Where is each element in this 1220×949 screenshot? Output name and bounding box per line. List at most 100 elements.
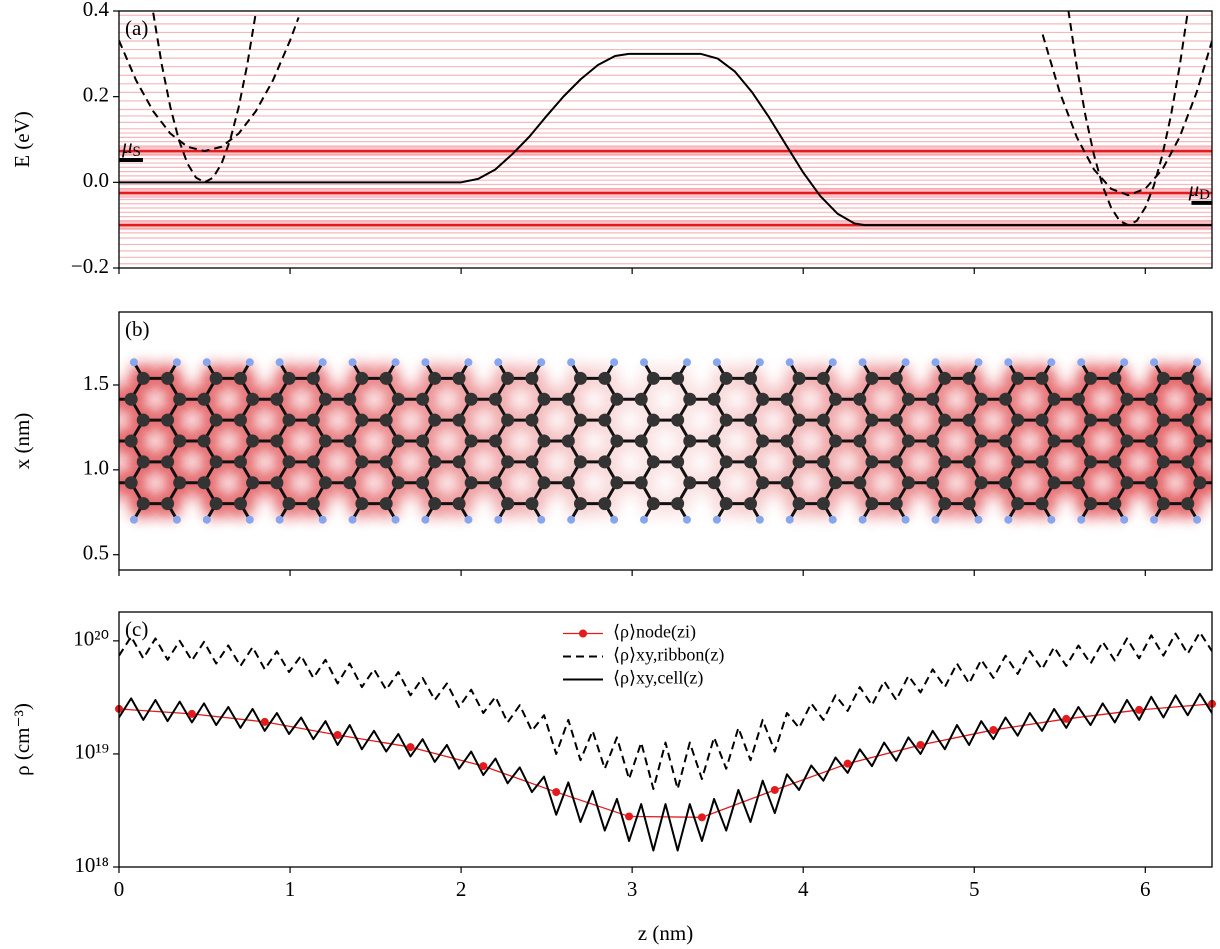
carbon-atom <box>136 413 150 427</box>
carbon-atom <box>537 434 551 448</box>
carbon-atom <box>719 455 733 469</box>
carbon-atom <box>671 413 685 427</box>
carbon-atom <box>318 392 332 406</box>
carbon-atom <box>306 497 320 511</box>
hydrogen-atom <box>57 516 65 524</box>
hydrogen-atom <box>318 515 327 524</box>
carbon-atom <box>464 392 478 406</box>
carbon-atom <box>233 413 247 427</box>
carbon-atom <box>1071 476 1085 490</box>
legend-label: ⟨ρ⟩xy,cell(z) <box>613 668 703 689</box>
carbon-atom <box>1071 392 1085 406</box>
hydrogen-atom <box>858 515 867 524</box>
carbon-atom <box>573 455 587 469</box>
hydrogen-atom <box>1150 515 1159 524</box>
carbon-atom <box>1120 392 1134 406</box>
carbon-atom <box>379 455 393 469</box>
y-tick-label: 10¹⁸ <box>74 853 109 877</box>
carbon-atom <box>379 413 393 427</box>
bond <box>58 462 70 483</box>
bond <box>61 362 70 378</box>
carbon-atom <box>124 434 138 448</box>
carbon-atom <box>962 455 976 469</box>
plot-area <box>119 11 1212 265</box>
carbon-atom <box>64 414 77 427</box>
carbon-atom <box>197 434 211 448</box>
carbon-atom <box>282 455 296 469</box>
bond <box>95 483 107 504</box>
carbon-atom <box>646 497 660 511</box>
carbon-atom <box>355 455 369 469</box>
carbon-atom <box>792 455 806 469</box>
carbon-atom <box>573 371 587 385</box>
carbon-atom <box>64 372 77 385</box>
carbon-atom <box>501 413 515 427</box>
carbon-atom <box>282 413 296 427</box>
plot-area <box>57 358 1212 524</box>
hydrogen-atom <box>464 515 473 524</box>
carbon-atom <box>1193 476 1207 490</box>
carbon-atom <box>173 476 187 490</box>
hydrogen-atom <box>1047 358 1056 367</box>
carbon-atom <box>598 455 612 469</box>
node-marker <box>625 812 634 821</box>
hydrogen-atom <box>901 358 910 367</box>
carbon-atom <box>233 455 247 469</box>
carbon-atom <box>416 392 430 406</box>
bond <box>95 420 107 441</box>
carbon-atom <box>318 434 332 448</box>
carbon-atom <box>792 371 806 385</box>
carbon-atom <box>573 413 587 427</box>
carbon-atom <box>64 497 77 510</box>
hydrogen-atom <box>172 515 181 524</box>
carbon-atom <box>853 476 867 490</box>
carbon-atom <box>889 455 903 469</box>
carbon-atom <box>962 497 976 511</box>
potential-label: μD <box>1188 177 1211 204</box>
x-tick-label: 2 <box>456 877 467 901</box>
potential-label: μS <box>121 134 141 161</box>
y-axis-label: E (eV) <box>10 111 34 168</box>
carbon-atom <box>1035 413 1049 427</box>
axes-frame <box>118 10 1213 269</box>
hydrogen-atom <box>421 358 430 367</box>
y-tick-label: 10²⁰ <box>73 627 109 651</box>
carbon-atom <box>962 413 976 427</box>
carbon-atom <box>161 371 175 385</box>
potential-symbol: μ <box>121 134 133 158</box>
carbon-atom <box>270 476 284 490</box>
carbon-atom <box>1084 455 1098 469</box>
carbon-atom <box>501 497 515 511</box>
x-tick-label: 0 <box>114 877 125 901</box>
carbon-atom <box>683 434 697 448</box>
hydrogen-atom <box>129 515 138 524</box>
carbon-atom <box>683 392 697 406</box>
hydrogen-atom <box>1077 358 1086 367</box>
hydrogen-atom <box>785 358 794 367</box>
series-line <box>1041 34 1212 197</box>
carbon-atom <box>707 434 721 448</box>
bond <box>95 399 107 420</box>
carbon-atom <box>853 392 867 406</box>
carbon-atom <box>464 434 478 448</box>
carbon-atom <box>136 371 150 385</box>
x-tick-label: 4 <box>798 877 809 901</box>
carbon-atom <box>488 434 502 448</box>
carbon-atom <box>1156 413 1170 427</box>
hydrogen-atom <box>1120 358 1129 367</box>
y-tick-label: 1.0 <box>83 456 109 480</box>
carbon-atom <box>1084 413 1098 427</box>
carbon-atom <box>792 413 806 427</box>
carbon-atom <box>355 413 369 427</box>
carbon-atom <box>634 392 648 406</box>
carbon-atom <box>829 392 843 406</box>
carbon-atom <box>780 476 794 490</box>
hydrogen-atom <box>57 358 65 366</box>
carbon-atom <box>1011 497 1025 511</box>
hydrogen-atom <box>172 358 181 367</box>
carbon-atom <box>1011 455 1025 469</box>
carbon-atom <box>161 497 175 511</box>
bond <box>58 420 70 441</box>
axes-frame <box>118 611 1213 868</box>
